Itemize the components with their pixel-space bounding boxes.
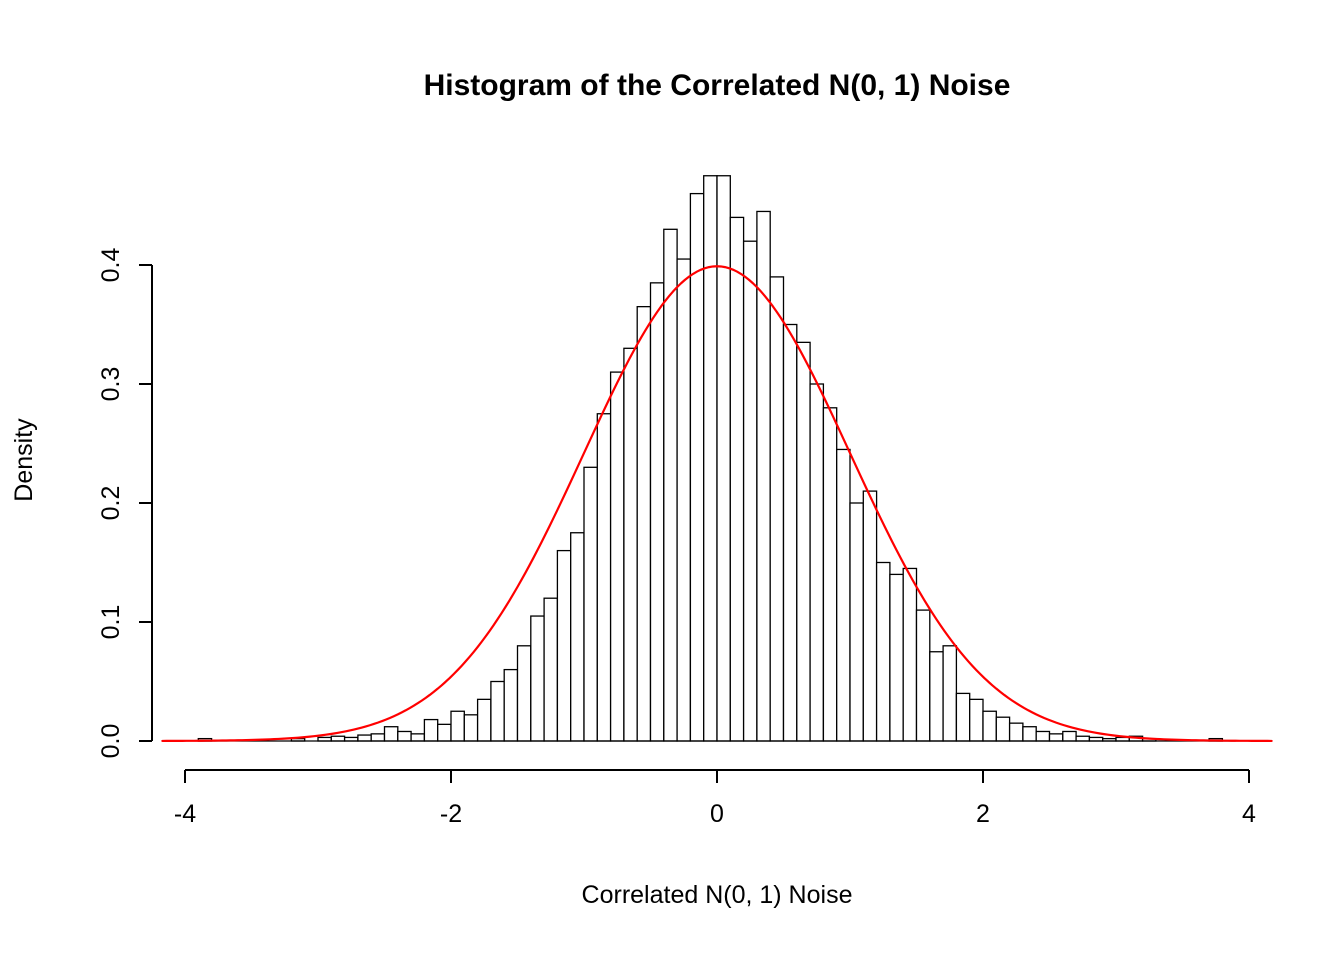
histogram-bar <box>902 567 918 742</box>
histogram-bar <box>570 532 585 742</box>
histogram-bar <box>609 371 625 742</box>
histogram-bar <box>955 692 971 742</box>
histogram-bar <box>423 718 439 742</box>
x-tick-label: 0 <box>710 800 724 828</box>
x-tick-label: 4 <box>1242 800 1256 828</box>
histogram-bar <box>383 726 399 742</box>
y-tick-label: 0.0 <box>97 724 125 759</box>
histogram-bar <box>809 383 825 742</box>
histogram-bar <box>796 341 811 742</box>
histogram-bar <box>476 698 492 742</box>
histogram-bar <box>703 175 718 742</box>
histogram-bar <box>1022 726 1037 742</box>
histogram-bar <box>942 645 958 742</box>
histogram-bar <box>636 305 652 742</box>
histogram-bar <box>769 276 785 742</box>
histogram-bar <box>556 549 572 742</box>
histogram-bar <box>503 668 519 742</box>
histogram-bar <box>663 228 678 742</box>
histogram-bar <box>437 723 452 742</box>
histogram-bar <box>982 710 997 742</box>
x-axis-label: Correlated N(0, 1) Noise <box>582 881 853 909</box>
histogram-bar <box>410 733 426 742</box>
histogram-bar <box>729 216 745 742</box>
histogram-bar <box>330 735 346 742</box>
y-tick-label: 0.2 <box>97 486 125 521</box>
histogram-bars-group <box>197 175 1236 742</box>
histogram-bar <box>875 561 891 742</box>
histogram-bar <box>716 175 731 742</box>
histogram-bar <box>463 714 479 742</box>
histogram-bar <box>822 407 838 742</box>
plot-title: Histogram of the Correlated N(0, 1) Nois… <box>424 69 1011 102</box>
y-tick-label: 0.3 <box>97 367 125 402</box>
histogram-bar <box>450 710 465 742</box>
histogram-bar <box>649 282 665 742</box>
x-tick-label: -4 <box>174 800 196 828</box>
x-tick-label: -2 <box>440 800 462 828</box>
histogram-bar <box>516 645 532 742</box>
histogram-bar <box>836 448 851 742</box>
histogram-bar <box>543 597 559 742</box>
y-tick-label: 0.4 <box>97 248 125 283</box>
histogram-bar <box>623 347 638 742</box>
histogram-bar <box>742 240 758 742</box>
histogram-bar <box>929 651 944 742</box>
axes-group: -4 -2 0 2 4 0.0 0.1 0.2 0.3 0.4 <box>97 248 1256 828</box>
density-curve-group <box>161 265 1273 743</box>
x-tick-label: 2 <box>976 800 990 828</box>
histogram-bar <box>530 615 545 742</box>
histogram-bar <box>357 734 372 742</box>
histogram-bar <box>676 258 692 742</box>
histogram-bar <box>596 413 612 742</box>
histogram-bar <box>370 733 386 742</box>
histogram-bar <box>849 502 864 742</box>
histogram-bar <box>995 716 1011 742</box>
histogram-bar <box>889 573 904 742</box>
histogram-bar <box>689 192 705 742</box>
histogram-bar <box>1008 722 1024 742</box>
histogram-bar <box>1062 730 1077 742</box>
histogram-bar <box>1075 735 1091 742</box>
histogram-bar <box>862 490 878 742</box>
histogram-bar <box>915 609 931 742</box>
normal-density-curve <box>161 265 1273 743</box>
histogram-bar <box>969 698 984 742</box>
y-tick-label: 0.1 <box>97 605 125 640</box>
histogram-bar <box>490 680 505 742</box>
histogram-bar <box>782 323 798 742</box>
histogram-bar <box>397 730 412 742</box>
histogram-bar <box>1048 733 1064 742</box>
histogram-bar <box>583 466 598 742</box>
y-axis-label: Density <box>10 418 38 502</box>
histogram-bar <box>1035 730 1051 742</box>
